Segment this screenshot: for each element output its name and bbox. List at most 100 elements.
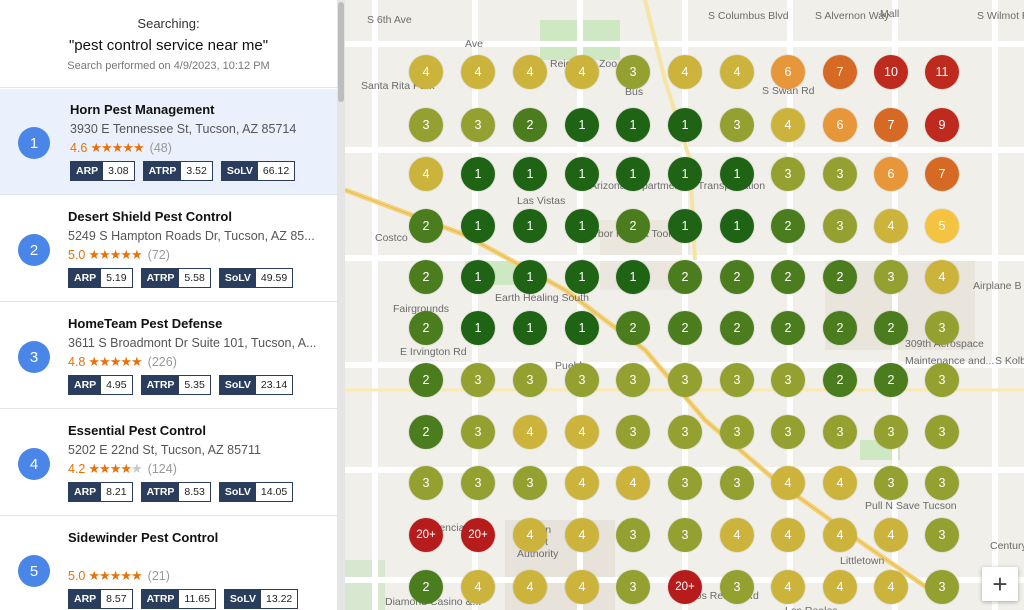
- business-name[interactable]: Sidewinder Pest Control: [68, 530, 219, 545]
- grid-rank-pin[interactable]: 3: [616, 415, 650, 449]
- grid-rank-pin[interactable]: 3: [823, 209, 857, 243]
- sidebar-scrollbar[interactable]: [337, 0, 345, 610]
- grid-rank-pin[interactable]: 3: [720, 415, 754, 449]
- grid-rank-pin[interactable]: 3: [513, 466, 547, 500]
- grid-rank-pin[interactable]: 1: [720, 209, 754, 243]
- grid-rank-pin[interactable]: 4: [874, 570, 908, 604]
- business-name[interactable]: Horn Pest Management: [70, 102, 215, 117]
- grid-rank-pin[interactable]: 3: [771, 415, 805, 449]
- grid-rank-pin[interactable]: 4: [616, 466, 650, 500]
- grid-rank-pin[interactable]: 1: [461, 157, 495, 191]
- grid-rank-pin[interactable]: 2: [720, 311, 754, 345]
- grid-rank-pin[interactable]: 1: [565, 260, 599, 294]
- grid-rank-pin[interactable]: 6: [823, 108, 857, 142]
- grid-rank-pin[interactable]: 3: [616, 570, 650, 604]
- grid-rank-pin[interactable]: 7: [823, 55, 857, 89]
- grid-rank-pin[interactable]: 1: [616, 108, 650, 142]
- grid-rank-pin[interactable]: 2: [409, 363, 443, 397]
- grid-rank-pin[interactable]: 1: [668, 157, 702, 191]
- grid-rank-pin[interactable]: 1: [668, 108, 702, 142]
- grid-rank-pin[interactable]: 4: [874, 518, 908, 552]
- grid-rank-pin[interactable]: 1: [565, 157, 599, 191]
- grid-rank-pin[interactable]: 4: [823, 518, 857, 552]
- grid-rank-pin[interactable]: 4: [565, 518, 599, 552]
- business-name[interactable]: Essential Pest Control: [68, 423, 206, 438]
- grid-rank-pin[interactable]: 2: [409, 415, 443, 449]
- grid-rank-pin[interactable]: 20+: [461, 518, 495, 552]
- grid-rank-pin[interactable]: 3: [925, 466, 959, 500]
- grid-rank-pin[interactable]: 3: [409, 466, 443, 500]
- grid-rank-pin[interactable]: 4: [925, 260, 959, 294]
- grid-rank-pin[interactable]: 4: [461, 570, 495, 604]
- grid-rank-pin[interactable]: 3: [720, 570, 754, 604]
- grid-rank-pin[interactable]: 2: [823, 260, 857, 294]
- grid-rank-pin[interactable]: 3: [823, 157, 857, 191]
- grid-rank-pin[interactable]: 4: [771, 518, 805, 552]
- grid-rank-pin[interactable]: 7: [874, 108, 908, 142]
- listing-card[interactable]: 4 Essential Pest Control 5202 E 22nd St, T…: [0, 410, 337, 516]
- grid-rank-pin[interactable]: 1: [565, 209, 599, 243]
- grid-rank-pin[interactable]: 3: [925, 363, 959, 397]
- listing-card[interactable]: 3 HomeTeam Pest Defense 3611 S Broadmont D…: [0, 303, 337, 409]
- grid-rank-pin[interactable]: 3: [771, 363, 805, 397]
- grid-rank-pin[interactable]: 4: [409, 55, 443, 89]
- grid-rank-pin[interactable]: 2: [513, 108, 547, 142]
- grid-rank-pin[interactable]: 1: [565, 108, 599, 142]
- grid-rank-pin[interactable]: 2: [720, 260, 754, 294]
- grid-rank-pin[interactable]: 4: [720, 518, 754, 552]
- grid-rank-pin[interactable]: 3: [874, 260, 908, 294]
- grid-rank-pin[interactable]: 4: [409, 157, 443, 191]
- listing-card[interactable]: 2 Desert Shield Pest Control 5249 S Hampto…: [0, 196, 337, 302]
- scrollbar-thumb[interactable]: [338, 2, 344, 102]
- grid-rank-pin[interactable]: 2: [874, 311, 908, 345]
- grid-rank-pin[interactable]: 9: [925, 108, 959, 142]
- grid-rank-pin[interactable]: 3: [720, 466, 754, 500]
- grid-rank-pin[interactable]: 2: [771, 209, 805, 243]
- grid-rank-pin[interactable]: 2: [823, 363, 857, 397]
- grid-rank-pin[interactable]: 4: [461, 55, 495, 89]
- grid-rank-pin[interactable]: 2: [668, 311, 702, 345]
- grid-rank-pin[interactable]: 1: [668, 209, 702, 243]
- grid-rank-pin[interactable]: 5: [925, 209, 959, 243]
- grid-rank-pin[interactable]: 1: [513, 260, 547, 294]
- grid-rank-pin[interactable]: 2: [874, 363, 908, 397]
- grid-rank-pin[interactable]: 3: [616, 363, 650, 397]
- grid-rank-pin[interactable]: 2: [409, 209, 443, 243]
- grid-rank-pin[interactable]: 1: [461, 260, 495, 294]
- grid-rank-pin[interactable]: 2: [668, 260, 702, 294]
- grid-rank-pin[interactable]: 3: [461, 363, 495, 397]
- grid-rank-pin[interactable]: 3: [461, 415, 495, 449]
- grid-rank-pin[interactable]: 4: [668, 55, 702, 89]
- grid-rank-pin[interactable]: 3: [720, 363, 754, 397]
- grid-rank-pin[interactable]: 2: [823, 311, 857, 345]
- grid-rank-pin[interactable]: 3: [513, 363, 547, 397]
- grid-rank-pin[interactable]: 11: [925, 55, 959, 89]
- grid-rank-pin[interactable]: 3: [925, 311, 959, 345]
- grid-rank-pin[interactable]: 4: [823, 570, 857, 604]
- zoom-in-button[interactable]: +: [982, 567, 1018, 601]
- grid-rank-pin[interactable]: 3: [925, 415, 959, 449]
- grid-rank-pin[interactable]: 4: [513, 415, 547, 449]
- grid-rank-pin[interactable]: 3: [616, 55, 650, 89]
- grid-rank-pin[interactable]: 4: [720, 55, 754, 89]
- grid-rank-pin[interactable]: 3: [823, 415, 857, 449]
- grid-rank-pin[interactable]: 4: [565, 570, 599, 604]
- listing-card[interactable]: 5 Sidewinder Pest Control 5.0 ★★★★★ (21) ARP 8…: [0, 517, 337, 610]
- grid-rank-pin[interactable]: 3: [616, 518, 650, 552]
- grid-rank-pin[interactable]: 3: [461, 108, 495, 142]
- grid-rank-pin[interactable]: 4: [513, 55, 547, 89]
- grid-rank-pin[interactable]: 4: [513, 570, 547, 604]
- grid-rank-pin[interactable]: 7: [925, 157, 959, 191]
- grid-rank-pin[interactable]: 1: [616, 157, 650, 191]
- grid-rank-pin[interactable]: 4: [823, 466, 857, 500]
- grid-rank-pin[interactable]: 4: [565, 55, 599, 89]
- grid-rank-pin[interactable]: 3: [925, 570, 959, 604]
- grid-rank-pin[interactable]: 4: [874, 209, 908, 243]
- grid-rank-pin[interactable]: 1: [513, 209, 547, 243]
- grid-rank-pin[interactable]: 4: [565, 415, 599, 449]
- grid-rank-pin[interactable]: 6: [771, 55, 805, 89]
- grid-rank-pin[interactable]: 1: [461, 311, 495, 345]
- grid-rank-pin[interactable]: 2: [771, 311, 805, 345]
- grid-rank-pin[interactable]: 4: [771, 108, 805, 142]
